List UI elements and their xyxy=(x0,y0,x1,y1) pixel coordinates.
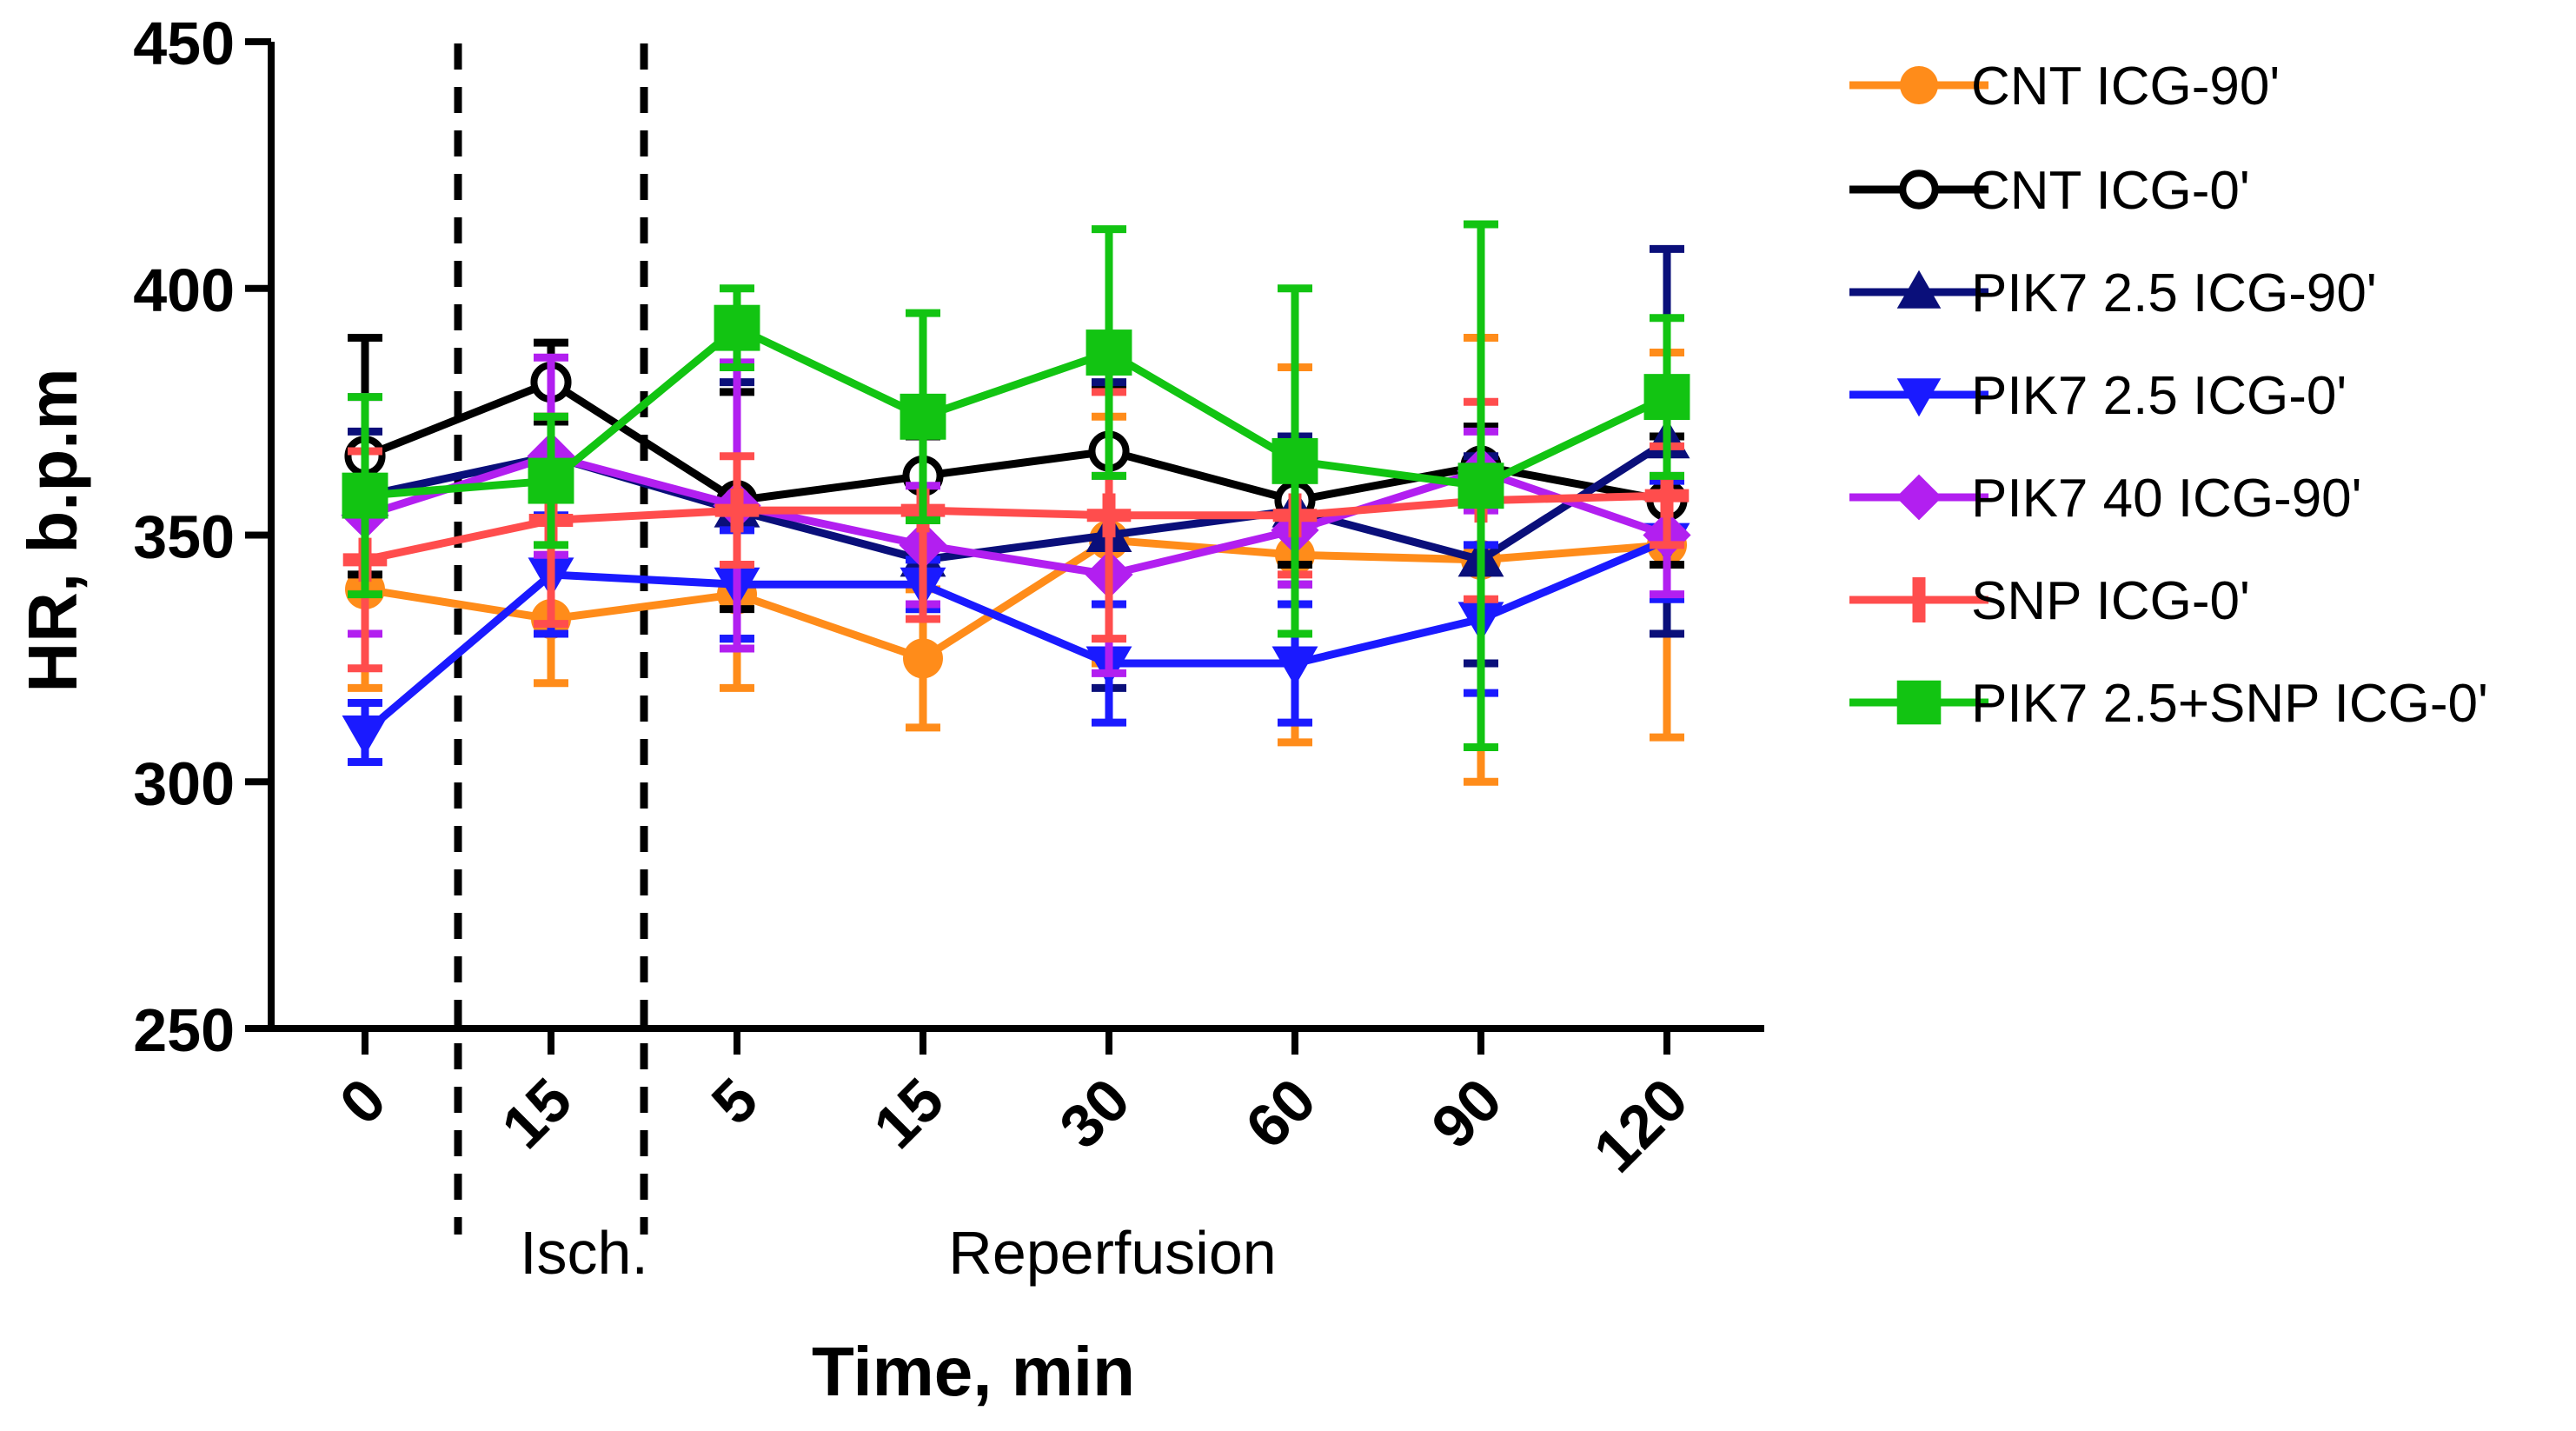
legend-marker xyxy=(1895,474,1942,521)
legend-item-3: PIK7 2.5 ICG-90' xyxy=(1849,263,2377,323)
x-tick-label: 90 xyxy=(1418,1065,1514,1161)
series-line xyxy=(364,536,1668,662)
legend-label: SNP ICG-0' xyxy=(1971,571,2250,631)
region-label-ischemia: Isch. xyxy=(520,1219,648,1287)
legend-item-4: PIK7 2.5 ICG-0' xyxy=(1849,366,2347,426)
legend-marker xyxy=(1896,378,1942,417)
data-point xyxy=(1086,493,1132,538)
data-point xyxy=(1644,473,1690,518)
data-point xyxy=(900,393,946,440)
series-line xyxy=(362,536,1669,735)
legend-label: PIK7 2.5+SNP ICG-0' xyxy=(1971,674,2488,734)
y-tick-label: 350 xyxy=(133,503,235,571)
x-tick-label: 15 xyxy=(860,1065,956,1161)
legend-label: CNT ICG-90' xyxy=(1971,57,2280,116)
x-tick-label: 120 xyxy=(1581,1065,1701,1185)
y-tick-label: 400 xyxy=(133,256,235,324)
legend-marker xyxy=(1900,66,1938,104)
legend-label: CNT ICG-0' xyxy=(1971,161,2250,221)
y-tick-label: 450 xyxy=(133,10,235,77)
x-tick-label: 60 xyxy=(1232,1065,1328,1161)
legend-item-5: PIK7 40 ICG-90' xyxy=(1849,469,2362,529)
ischemia-divider-layer xyxy=(454,43,648,1235)
data-point xyxy=(1086,329,1132,376)
y-tick-label: 250 xyxy=(133,996,235,1064)
data-point xyxy=(903,638,943,679)
legend: CNT ICG-90' CNT ICG-0' PIK7 2.5 ICG-90' PIK… xyxy=(1849,57,2488,734)
y-tick-label: 300 xyxy=(133,749,235,817)
legend-item-1: CNT ICG-90' xyxy=(1849,57,2280,116)
x-axis-title: Time, min xyxy=(812,1333,1135,1410)
data-point xyxy=(714,304,760,351)
data-point xyxy=(1643,374,1690,421)
series-line xyxy=(364,323,1669,500)
x-tick-label: 0 xyxy=(327,1065,399,1137)
x-tick-label: 30 xyxy=(1046,1065,1142,1161)
legend-item-7: PIK7 2.5+SNP ICG-0' xyxy=(1849,674,2488,734)
legend-marker xyxy=(1899,170,1939,210)
legend-label: PIK7 2.5 ICG-0' xyxy=(1971,366,2347,426)
data-point xyxy=(342,715,388,755)
series-7 xyxy=(342,220,1690,752)
data-point xyxy=(1457,463,1504,509)
legend-item-6: SNP ICG-0' xyxy=(1849,571,2250,631)
x-tick-label: 5 xyxy=(699,1065,771,1137)
series-layer xyxy=(341,220,1691,786)
series-line xyxy=(363,378,1668,505)
legend-label: PIK7 2.5 ICG-90' xyxy=(1971,263,2377,323)
data-point xyxy=(528,457,574,504)
region-label-reperfusion: Reperfusion xyxy=(948,1219,1276,1287)
data-point xyxy=(714,488,760,533)
data-point xyxy=(1271,437,1318,484)
legend-marker xyxy=(1896,680,1942,725)
legend-marker xyxy=(1896,270,1942,309)
series-line xyxy=(364,491,1668,564)
data-point xyxy=(1271,646,1318,687)
text-layer: Time, min HR, b.p.m Isch. Reperfusion xyxy=(14,368,1277,1410)
legend-label: PIK7 40 ICG-90' xyxy=(1971,469,2362,529)
legend-item-2: CNT ICG-0' xyxy=(1849,161,2250,221)
x-tick-label: 15 xyxy=(488,1065,584,1161)
data-point xyxy=(342,472,388,519)
y-axis-title: HR, b.p.m xyxy=(14,368,91,692)
